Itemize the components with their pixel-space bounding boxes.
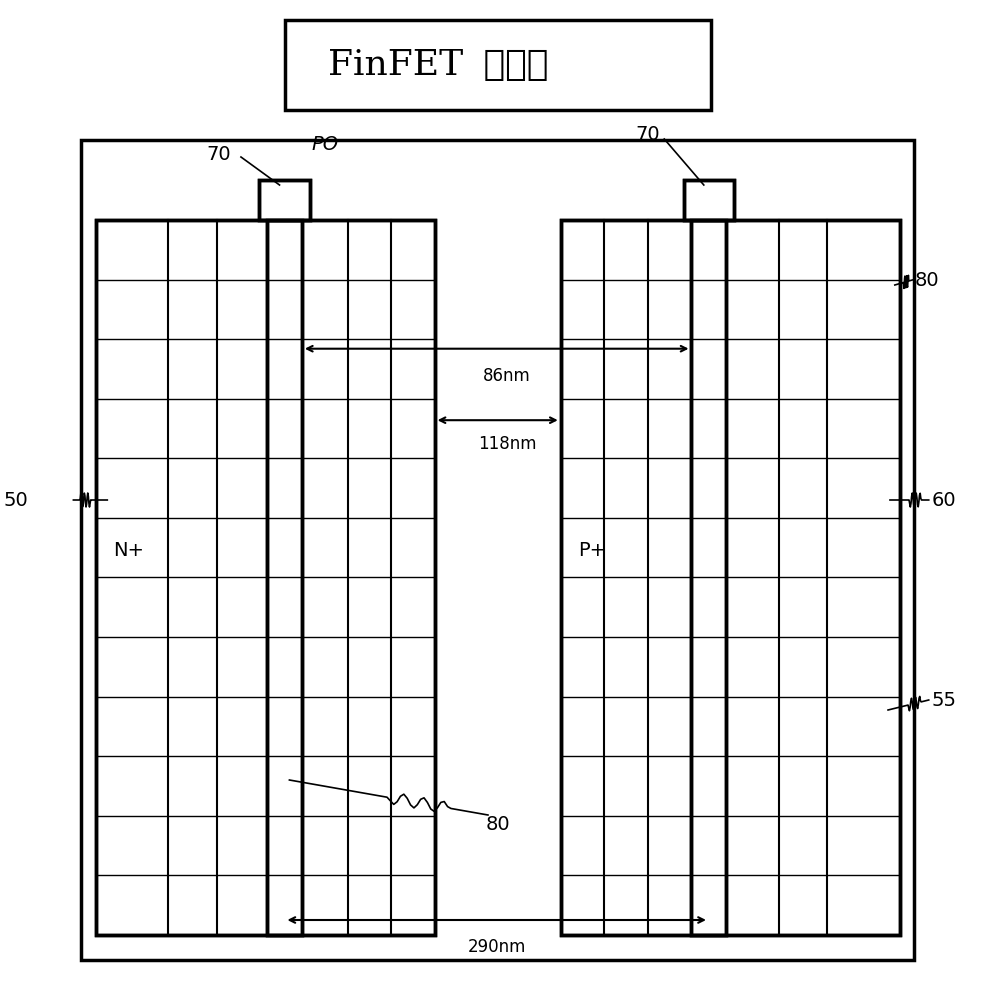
- Text: 55: 55: [932, 690, 956, 710]
- Text: 118nm: 118nm: [478, 435, 536, 453]
- Bar: [259, 180, 309, 220]
- Bar: [82, 140, 914, 960]
- Text: P+: P+: [578, 540, 606, 560]
- Bar: [259, 180, 309, 220]
- Bar: [285, 20, 711, 110]
- Text: 70: 70: [635, 125, 661, 144]
- Text: 70: 70: [206, 145, 232, 164]
- Text: 80: 80: [485, 816, 510, 834]
- Text: N+: N+: [113, 540, 144, 560]
- Bar: [691, 220, 727, 935]
- Text: 290nm: 290nm: [467, 938, 526, 956]
- Text: FinFET: FinFET: [328, 48, 464, 82]
- Text: 60: 60: [932, 490, 956, 510]
- Bar: [95, 220, 435, 935]
- Bar: [267, 220, 302, 935]
- Text: 86nm: 86nm: [482, 367, 530, 385]
- Bar: [561, 220, 900, 935]
- Text: 80: 80: [914, 270, 939, 290]
- Bar: [691, 220, 727, 935]
- Text: 50: 50: [3, 490, 27, 510]
- Bar: [683, 180, 734, 220]
- Bar: [561, 220, 900, 935]
- Bar: [95, 220, 435, 935]
- Text: 二极管: 二极管: [472, 48, 549, 82]
- Bar: [683, 180, 734, 220]
- Bar: [267, 220, 302, 935]
- Text: PO: PO: [311, 135, 339, 154]
